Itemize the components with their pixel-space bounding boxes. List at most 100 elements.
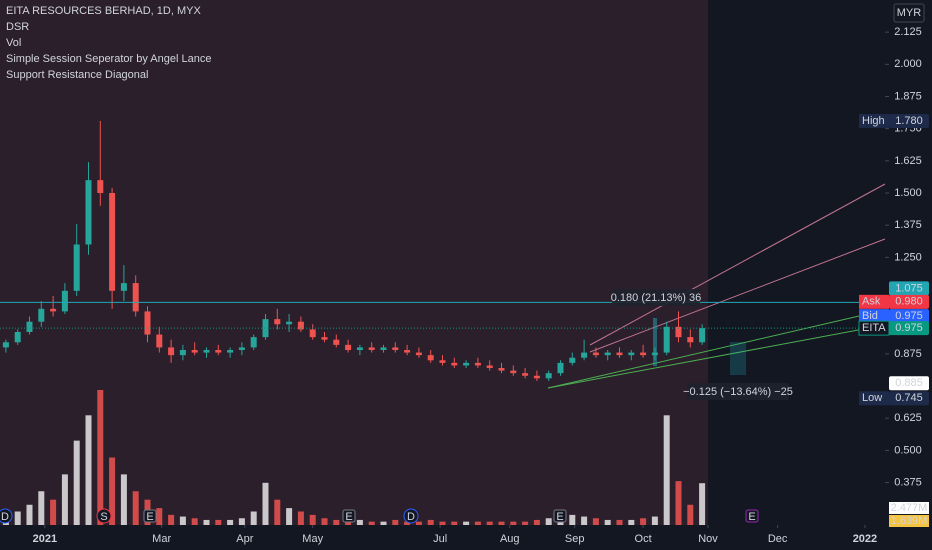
event-marker (96, 508, 112, 524)
event-marker (553, 509, 567, 523)
volume-bar (61, 474, 68, 525)
y-tick-label: 0.500 (894, 444, 922, 456)
volume-bar (191, 518, 198, 525)
candle-body (345, 344, 352, 350)
x-tick-label: Oct (635, 533, 652, 545)
volume-bar (333, 519, 340, 525)
event-marker-label: E (345, 511, 352, 523)
y-tick-label: 0.875 (894, 348, 922, 360)
currency-box (893, 3, 925, 23)
y-tick-label: 1.500 (894, 187, 922, 199)
volume-bar (675, 481, 682, 525)
x-tick-label: Jul (433, 533, 447, 545)
candle-body (132, 283, 139, 312)
candle-body (191, 350, 198, 353)
indicator: Support Resistance Diagonal (6, 69, 148, 81)
indicator: Vol (6, 37, 21, 49)
candle-body (168, 347, 175, 356)
candle-body (274, 319, 281, 325)
candle-body (50, 308, 57, 312)
trend-line (547, 309, 886, 389)
volume-bar (415, 521, 422, 525)
event-marker (143, 509, 157, 523)
candle-body (581, 352, 588, 358)
volume-bar (356, 519, 363, 525)
y-tick-label: 0.375 (894, 476, 922, 488)
candle-body (356, 347, 363, 350)
candle-body (474, 362, 481, 366)
price-tag-label: 1.780 (895, 115, 923, 127)
measure-label: −0.125 (−13.64%) −25 (683, 386, 793, 398)
candle-body (333, 339, 340, 345)
candle-body (120, 283, 127, 291)
price-tag-label: 1.075 (895, 282, 923, 294)
volume-bar (392, 519, 399, 525)
currency: MYR (897, 7, 922, 19)
x-tick-label: Apr (236, 533, 253, 545)
volume-bar (463, 521, 470, 525)
event-marker-label: E (748, 511, 755, 523)
price-tag-name-label: High (862, 115, 885, 127)
time-axis (0, 525, 885, 550)
volume-bar (687, 504, 694, 525)
price-tag (889, 309, 929, 324)
volume-tag-label: 2.477M (891, 502, 928, 514)
event-marker-label: S (100, 511, 107, 523)
candle-body (616, 352, 623, 356)
y-tick-label: 1.875 (894, 90, 922, 102)
candle-body (628, 352, 635, 356)
candle-body (250, 337, 257, 348)
price-tag-name-label: Bid (862, 310, 878, 322)
text-layer: EITA RESOURCES BERHAD, 1D, MYX DSR Vol S… (6, 3, 925, 400)
y-tick-label: 1.250 (894, 251, 922, 263)
candle-body (498, 368, 505, 371)
volume-bar (274, 499, 281, 525)
trend-line (589, 183, 886, 346)
volume-bar (427, 519, 434, 525)
volume-bar (451, 521, 458, 525)
volume-bar (109, 457, 116, 525)
trend-line (589, 238, 886, 353)
x-tick-label: Aug (500, 533, 520, 545)
candle-body (675, 326, 682, 338)
y-tick-label: 0.625 (894, 412, 922, 424)
price-tag-label: 0.975 (895, 310, 923, 322)
candle-body (321, 337, 328, 340)
x-tick-label: Mar (152, 533, 171, 545)
volume-bar (380, 521, 387, 525)
candle-body (486, 365, 493, 369)
x-tick-label: Sep (565, 533, 585, 545)
measure-box (612, 289, 700, 306)
volume-tag-label: 1.639M (891, 515, 928, 527)
volume-bar (439, 521, 446, 525)
price-tag-label: 0.885 (895, 377, 923, 389)
volume-bar (569, 514, 576, 525)
candle-body (238, 347, 245, 350)
volume-bar (486, 521, 493, 525)
candle-body (557, 362, 564, 374)
indicator: DSR (6, 21, 29, 33)
y-tick-label: 2.000 (894, 58, 922, 70)
candle-body (415, 352, 422, 356)
candle-body (640, 352, 647, 356)
marks (0, 31, 889, 528)
measure-label: 0.180 (21.13%) 36 (611, 292, 702, 304)
price-axis (885, 0, 932, 550)
candle-body (368, 347, 375, 350)
price-tag (889, 294, 929, 309)
x-tick-label: Dec (768, 533, 788, 545)
volume-bar (203, 519, 210, 525)
candle-body (109, 193, 116, 291)
candle-body (73, 244, 80, 291)
volume-bar (404, 521, 411, 525)
candle-body (97, 180, 104, 194)
candle-body (427, 355, 434, 361)
volume-bar (699, 483, 706, 525)
candle-body (592, 352, 599, 356)
volume-bar (227, 519, 234, 525)
measure-box (687, 383, 789, 400)
price-tag-name-label: EITA (862, 322, 886, 334)
event-marker (0, 508, 13, 524)
volume-bar (156, 508, 163, 525)
